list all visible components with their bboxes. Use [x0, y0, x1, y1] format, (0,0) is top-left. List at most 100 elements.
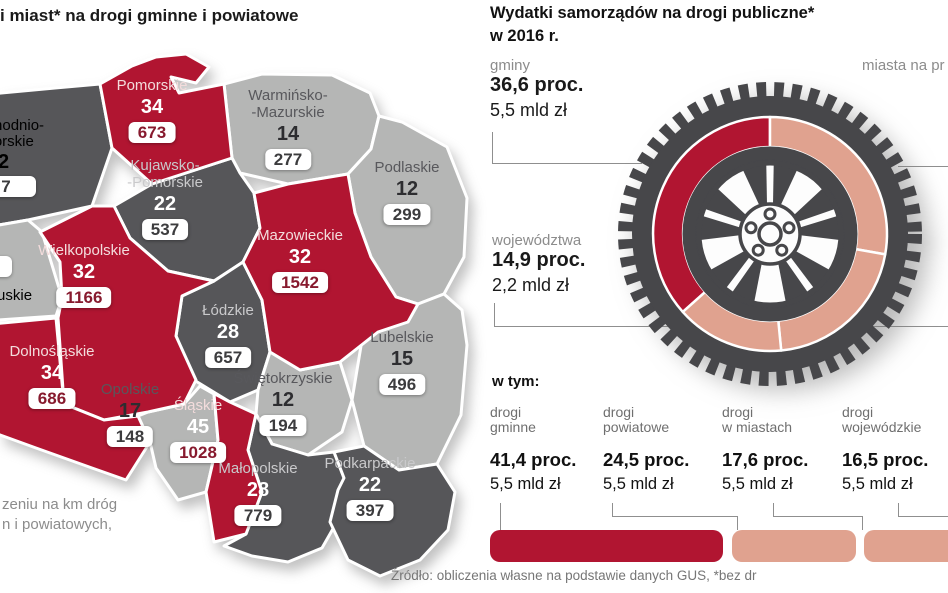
wheel-rim-edge: [696, 160, 844, 308]
gminy-amount: 5,5 mld zł: [490, 100, 568, 120]
label-zachodniopomorskie-line1: Zachodnio-: [0, 117, 45, 134]
label-lubuskie-name: Lubuskie: [0, 287, 33, 304]
breakdown-label-line2: w miastach: [722, 419, 793, 435]
breakdown-col-drogi-wojewodzkie: drogi wojewódzkie 16,5 proc. 5,5 mld zł: [842, 405, 948, 494]
map-title-fragment: i miast* na drogi gminne i powiatowe: [0, 6, 299, 25]
label-lubuskie-boxed-value: [0, 256, 12, 277]
gminy-connector-vertical: [492, 132, 493, 164]
region-name: Kujawsko-: [130, 157, 200, 174]
map-footnote-line1: zeniu na km dróg: [2, 496, 118, 513]
region-name: Małopolskie: [218, 460, 298, 477]
label-swietokrzyskie: Świętokrzyskie 12 194: [233, 370, 333, 437]
region-name: Dolnośląskie: [9, 343, 95, 360]
bar-connector-2a: [612, 503, 613, 517]
region-name: Śląskie: [173, 397, 223, 414]
breakdown-label: drogi: [722, 404, 754, 420]
bar-connector-3a: [773, 503, 774, 517]
map-region-pomorskie: [98, 52, 234, 186]
breakdown-col-drogi-w-miastach: drogi w miastach 17,6 proc. 5,5 mld zł: [722, 405, 834, 494]
map-region-wielkopolskie: [38, 204, 216, 422]
label-zachodniopomorskie-line2: -Pomorskie: [0, 133, 34, 150]
wojewodztwa-percent: 14,9 proc.: [492, 249, 586, 271]
bar-connector-2b: [612, 516, 738, 517]
region-value: 32: [288, 245, 312, 268]
wheel-lug-nuts: [744, 207, 796, 257]
region-name: Podkarpackie: [324, 455, 416, 472]
wojewodztwa-label: województwa: [492, 232, 582, 249]
region-boxed-value: 537: [141, 218, 189, 241]
region-value: 22: [153, 192, 177, 215]
label-kujawsko-pomorskie: Kujawsko- -Pomorskie 22 537: [127, 157, 203, 241]
region-boxed-value: 277: [264, 148, 312, 171]
region-boxed-value: 299: [383, 204, 431, 226]
miasta-label-fragment: miasta na pr: [862, 57, 945, 74]
label-dolnoslaskie: Dolnośląskie 34 686: [9, 343, 95, 410]
label-wielkopolskie: Wielkopolskie 32 1166: [38, 242, 130, 309]
bar-connector-1: [500, 503, 501, 530]
breakdown-label: drogi: [490, 404, 522, 420]
label-podkarpackie: Podkarpackie 22 397: [324, 455, 416, 522]
tire-treads: [618, 82, 922, 386]
region-name: Podlaskie: [374, 159, 440, 176]
wojewodztwa-connector-vertical: [494, 303, 495, 327]
chart-title-line1: Wydatki samorządów na drogi publiczne*: [490, 4, 815, 22]
region-boxed-value: 1542: [272, 272, 328, 294]
label-mazowieckie: Mazowieckie 32 1542: [257, 227, 343, 294]
region-name: Opolskie: [100, 381, 160, 398]
map-footnote-line2: n i powiatowych,: [2, 516, 113, 533]
region-boxed-value: 779: [234, 505, 282, 527]
label-zachodniopomorskie-value: 2: [0, 151, 10, 173]
region-value: 28: [246, 478, 270, 501]
bar-connector-2c: [737, 516, 738, 530]
region-boxed-value: 673: [128, 122, 176, 144]
region-value: 34: [40, 361, 64, 384]
region-value: 14: [276, 122, 300, 145]
region-value: 34: [140, 95, 164, 118]
breakdown-label: drogi: [842, 404, 874, 420]
bar-connector-4b: [898, 516, 948, 517]
label-warminsko-mazurskie: Warmińsko- -Mazurskie 14 277: [248, 87, 328, 171]
map-region-mazowieckie: [241, 172, 420, 372]
label-lodzkie: Łódzkie 28 657: [202, 302, 254, 369]
breakdown-label-line2: wojewódzkie: [842, 419, 922, 435]
label-malopolskie: Małopolskie 28 779: [218, 460, 298, 527]
region-boxed-value: 657: [204, 347, 252, 369]
wheel-hub-center: [757, 221, 783, 247]
region-name: Mazowieckie: [257, 227, 343, 244]
region-name: Łódzkie: [202, 302, 254, 319]
bar-connector-3b: [773, 516, 863, 517]
label-opolskie: Opolskie 17 148: [100, 381, 160, 448]
region-name: Lubelskie: [370, 329, 434, 346]
region-value: 45: [186, 415, 210, 438]
region-boxed-value: 496: [378, 374, 426, 396]
breakdown-label-line2: gminne: [490, 419, 536, 435]
region-boxed-value: 1166: [56, 287, 112, 309]
region-value: 28: [216, 320, 240, 343]
region-name: Wielkopolskie: [38, 242, 130, 259]
gminy-percent: 36,6 proc.: [490, 74, 584, 96]
breakdown-heading: w tym:: [492, 373, 540, 390]
tire-inner-wall: [682, 146, 858, 322]
miasta-connector-horizontal: [898, 166, 948, 167]
breakdown-col-drogi-powiatowe: drogi powiatowe 24,5 proc. 5,5 mld zł: [603, 405, 715, 494]
region-value: 15: [390, 347, 414, 370]
gminy-connector-horizontal: [492, 163, 642, 164]
region-name: Warmińsko-: [248, 87, 328, 104]
region-boxed-value: 397: [346, 500, 394, 522]
region-value: 22: [358, 473, 382, 496]
breakdown-percent: 24,5 proc.: [603, 449, 690, 470]
region-name: Pomorskie: [116, 77, 188, 94]
wheel-spokes: [699, 163, 841, 304]
bar-segment-drogi-powiatowe: [732, 530, 856, 562]
breakdown-percent: 17,6 proc.: [722, 449, 809, 470]
label-zachodniopomorskie-boxed-value: 7: [0, 176, 36, 198]
region-boxed-value: 148: [106, 426, 154, 448]
wojewodztwa-amount: 2,2 mld zł: [492, 275, 570, 295]
region-value: 32: [72, 260, 96, 283]
bar-segment-drogi-gminne: [490, 530, 723, 562]
label-lubelskie: Lubelskie 15 496: [370, 329, 434, 396]
breakdown-amount: 5,5 mld zł: [842, 475, 913, 493]
breakdown-percent: 16,5 proc.: [842, 449, 929, 470]
breakdown-amount: 5,5 mld zł: [603, 475, 674, 493]
